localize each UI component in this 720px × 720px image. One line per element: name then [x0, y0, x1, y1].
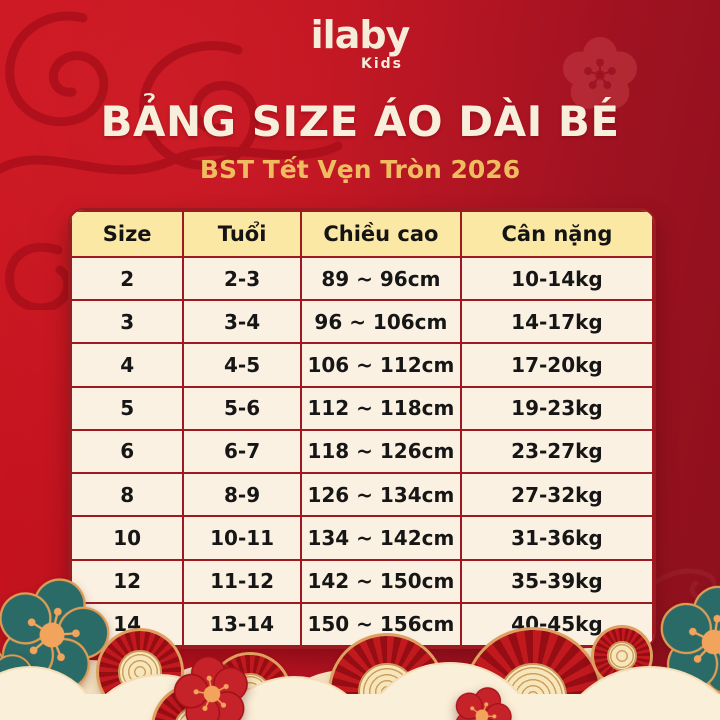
size-cell: 4-5 — [182, 342, 302, 388]
column-header: Chiều cao — [299, 210, 462, 258]
column-header: Size — [70, 210, 185, 258]
size-cell: 35-39kg — [459, 558, 654, 604]
size-cell: 10-14kg — [459, 255, 654, 302]
size-cell: 19-23kg — [459, 385, 654, 431]
size-cell: 40-45kg — [459, 601, 654, 647]
size-table: Size Tuổi Chiều cao Cân nặng 2 2-3 89 ~ 96cm 1… — [70, 210, 654, 647]
teal-blossom-icon — [653, 579, 720, 699]
cloud-icon — [612, 664, 720, 720]
size-row: 14 13-14 150 ~ 156cm 40-45kg — [70, 601, 654, 647]
size-cell: 10 — [70, 515, 185, 561]
size-cell: 106 ~ 112cm — [299, 342, 462, 388]
paper-fan-icon — [211, 655, 289, 720]
size-cell: 5-6 — [182, 385, 302, 431]
cloud-icon — [494, 648, 686, 720]
size-cell: 2-3 — [182, 255, 302, 302]
size-row: 8 8-9 126 ~ 134cm 27-32kg — [70, 472, 654, 518]
cloud-icon — [10, 660, 170, 720]
size-cell: 126 ~ 134cm — [299, 472, 462, 518]
collection-subtitle: BST Tết Vẹn Tròn 2026 — [199, 155, 521, 184]
column-header: Tuổi — [182, 210, 302, 258]
size-cell: 8-9 — [182, 472, 302, 518]
size-row: 10 10-11 134 ~ 142cm 31-36kg — [70, 515, 654, 561]
size-cell: 12 — [70, 558, 185, 604]
size-cell: 10-11 — [182, 515, 302, 561]
size-cell: 4 — [70, 342, 185, 388]
size-cell: 89 ~ 96cm — [299, 255, 462, 302]
size-cell: 112 ~ 118cm — [299, 385, 462, 431]
size-cell: 27-32kg — [459, 472, 654, 518]
size-cell: 8 — [70, 472, 185, 518]
size-row: 6 6-7 118 ~ 126cm 23-27kg — [70, 428, 654, 475]
cloud-icon — [471, 694, 623, 720]
plum-blossom-icon — [169, 650, 254, 720]
cloud-icon — [257, 670, 433, 720]
teal-blossom-icon — [0, 633, 47, 720]
size-cell: 150 ~ 156cm — [299, 601, 462, 647]
cloud-icon — [206, 676, 382, 720]
plum-blossom-icon — [446, 678, 519, 720]
page-title: BẢNG SIZE ÁO DÀI BÉ — [100, 97, 620, 146]
cloud-icon — [0, 666, 104, 720]
size-chart: Size Tuổi Chiều cao Cân nặng 2 2-3 89 ~ 96cm 1… — [68, 208, 656, 649]
cloud-icon — [550, 666, 720, 720]
size-cell: 17-20kg — [459, 342, 654, 388]
cloud-icon — [356, 662, 544, 720]
size-cell: 14-17kg — [459, 299, 654, 345]
brand-lockup: ilaby Kids — [0, 13, 720, 72]
size-cell: 13-14 — [182, 601, 302, 647]
header-row: Size Tuổi Chiều cao Cân nặng — [70, 210, 654, 258]
size-row: 4 4-5 106 ~ 112cm 17-20kg — [70, 342, 654, 388]
brand-logo: ilaby — [310, 13, 411, 57]
size-row: 12 11-12 142 ~ 150cm 35-39kg — [70, 558, 654, 604]
size-cell: 3-4 — [182, 299, 302, 345]
cloud-icon — [76, 674, 244, 720]
column-header: Cân nặng — [459, 210, 654, 258]
size-cell: 134 ~ 142cm — [299, 515, 462, 561]
size-row: 5 5-6 112 ~ 118cm 19-23kg — [70, 385, 654, 431]
size-cell: 6-7 — [182, 428, 302, 475]
size-cell: 118 ~ 126cm — [299, 428, 462, 475]
size-cell: 23-27kg — [459, 428, 654, 475]
size-row: 2 2-3 89 ~ 96cm 10-14kg — [70, 255, 654, 302]
size-cell: 14 — [70, 601, 185, 647]
size-cell: 96 ~ 106cm — [299, 299, 462, 345]
cloud-base — [0, 694, 720, 720]
size-cell: 6 — [70, 428, 185, 475]
size-cell: 3 — [70, 299, 185, 345]
size-cell: 142 ~ 150cm — [299, 558, 462, 604]
paper-fan-icon — [154, 686, 238, 720]
brand-sub-label: Kids — [360, 55, 403, 72]
size-cell: 5 — [70, 385, 185, 431]
size-cell: 2 — [70, 255, 185, 302]
size-cell: 11-12 — [182, 558, 302, 604]
size-cell: 31-36kg — [459, 515, 654, 561]
cloud-icon — [127, 664, 303, 720]
size-row: 3 3-4 96 ~ 106cm 14-17kg — [70, 299, 654, 345]
